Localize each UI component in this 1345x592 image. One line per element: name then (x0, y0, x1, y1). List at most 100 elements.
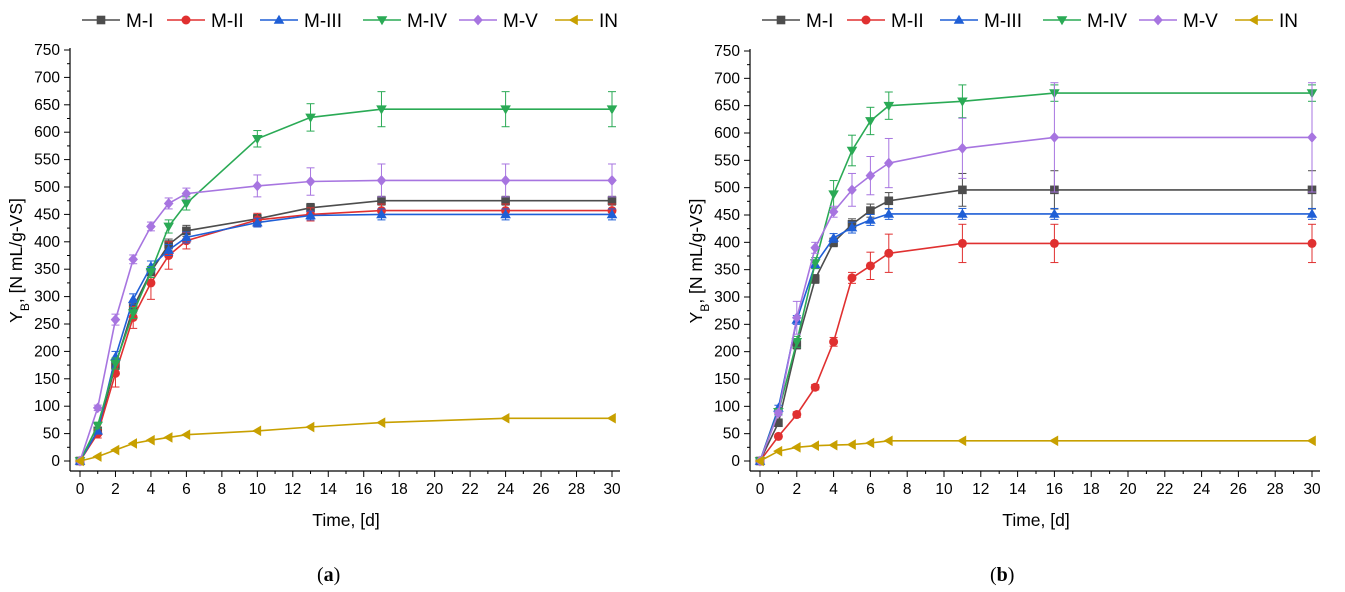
legend-marker (273, 14, 285, 24)
data-point (252, 180, 263, 192)
series-m-ii (755, 223, 1317, 466)
series-m-iii (754, 207, 1318, 465)
data-point (181, 199, 192, 209)
legend-label: M-III (304, 11, 342, 32)
y-tick-label: 350 (714, 262, 740, 279)
caption-open-paren: ( (317, 564, 324, 586)
y-tick-label: 300 (714, 289, 740, 306)
data-point (128, 253, 138, 265)
data-point (1049, 208, 1060, 218)
x-tick-label: 30 (1303, 481, 1321, 498)
y-tick-label: 150 (34, 371, 60, 388)
data-point (957, 142, 968, 154)
data-point (773, 445, 783, 457)
legend-label: M-IV (1087, 11, 1127, 32)
legend-label: M-V (503, 11, 538, 32)
data-point (846, 439, 856, 450)
data-point (500, 412, 510, 424)
series-line (759, 439, 1312, 462)
y-tick-label: 350 (34, 261, 60, 278)
data-point (792, 312, 802, 324)
data-point (865, 261, 875, 271)
series-in (754, 435, 1316, 467)
legend-marker (1153, 14, 1163, 26)
legend-label: M-III (984, 11, 1022, 32)
x-tick-label: 12 (972, 481, 989, 498)
x-tick-label: 2 (792, 481, 801, 498)
data-point (1049, 238, 1059, 248)
data-point (810, 274, 820, 284)
data-point (607, 196, 617, 205)
legend-label: IN (599, 11, 618, 32)
y-tick-label: 500 (34, 179, 60, 196)
data-point (163, 432, 173, 443)
data-point (884, 157, 894, 169)
x-tick-label: 8 (218, 481, 227, 498)
y-tick-label: 700 (714, 70, 740, 87)
x-tick-label: 24 (497, 481, 515, 498)
data-point (883, 435, 893, 447)
data-point (500, 105, 511, 115)
data-point (884, 248, 894, 258)
series-m-iv (754, 84, 1318, 467)
panel-b-chart: 0501001502002503003504004505005506006507… (686, 11, 1321, 530)
data-point (792, 410, 802, 420)
data-point (163, 244, 174, 254)
series-line (79, 108, 612, 462)
data-point (376, 417, 386, 428)
data-point (110, 444, 120, 456)
x-tick-label: 20 (426, 481, 444, 498)
data-point (773, 407, 784, 419)
x-tick-label: 6 (182, 481, 191, 498)
legend-item-in: IN (1235, 11, 1298, 32)
caption-close-paren: ) (333, 564, 341, 586)
legend-label: M-II (891, 11, 924, 32)
data-point (809, 440, 819, 451)
data-point (1049, 131, 1060, 143)
y-tick-label: 250 (714, 316, 740, 333)
panel-a-caption: (a) (317, 564, 340, 587)
x-axis-label: Time, [d] (312, 510, 379, 530)
legend-marker (861, 15, 871, 25)
data-point (305, 421, 315, 433)
data-point (501, 196, 510, 205)
x-tick-label: 18 (1083, 481, 1100, 498)
y-tick-label: 100 (714, 398, 740, 415)
y-tick-label: 50 (723, 426, 741, 443)
y-tick-label: 250 (34, 316, 60, 333)
legend-marker (181, 15, 191, 25)
x-tick-label: 10 (249, 481, 267, 498)
x-tick-label: 22 (1156, 481, 1173, 498)
data-point (847, 273, 857, 283)
caption-letter: b (996, 564, 1008, 586)
data-point (865, 117, 876, 127)
data-point (74, 455, 84, 467)
caption-close-paren: ) (1007, 564, 1015, 586)
x-tick-label: 10 (935, 481, 953, 498)
data-point (865, 170, 876, 182)
legend-label: IN (1279, 11, 1298, 32)
legend: M-I M-II M-III M-IV M-V IN (82, 11, 618, 32)
data-point (606, 209, 618, 219)
series-line (79, 209, 612, 462)
data-point (958, 185, 967, 195)
series-line (759, 92, 1312, 462)
legend-item-m-i: M-I (762, 11, 833, 32)
series-m-v (755, 82, 1317, 467)
y-tick-label: 0 (731, 453, 740, 470)
series-line (759, 136, 1312, 462)
legend-marker (96, 15, 106, 25)
series-m-v (75, 163, 617, 467)
data-point (305, 210, 316, 220)
data-point (1306, 435, 1316, 447)
data-point (376, 175, 387, 186)
data-point (828, 232, 839, 242)
x-tick-label: 16 (1046, 481, 1063, 498)
data-point (607, 175, 617, 186)
x-tick-label: 26 (1230, 481, 1247, 498)
data-point (181, 188, 192, 199)
data-point (865, 214, 876, 224)
data-point (865, 437, 875, 449)
data-point (110, 314, 121, 326)
y-axis-label: YB, [N mL/g-VS] (686, 199, 712, 324)
